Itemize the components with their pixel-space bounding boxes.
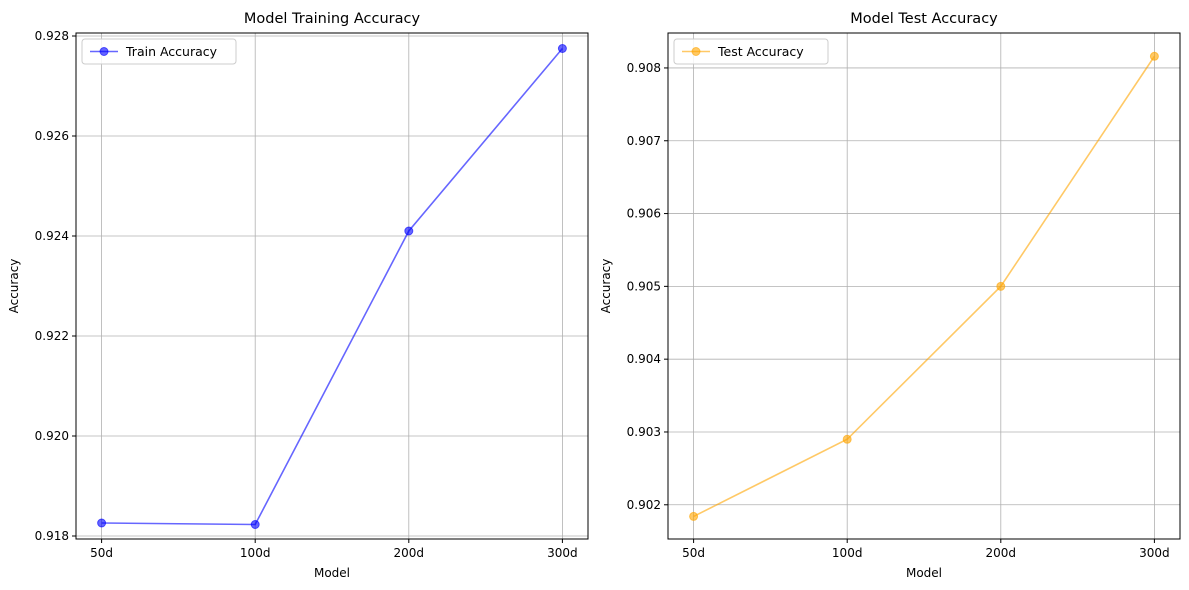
- x-tick-label: 300d: [547, 546, 578, 560]
- series-line: [101, 47, 564, 526]
- y-tick-label: 0.922: [35, 329, 69, 343]
- y-tick-label: 0.928: [35, 29, 69, 43]
- data-point: [842, 434, 852, 444]
- y-tick-label: 0.903: [627, 425, 661, 439]
- y-tick-label: 0.920: [35, 429, 69, 443]
- y-tick-label: 0.908: [627, 61, 661, 75]
- x-tick-label: 100d: [240, 546, 271, 560]
- x-tick-label: 50d: [90, 546, 113, 560]
- y-axis-label: Accuracy: [599, 259, 613, 314]
- y-tick-label: 0.906: [627, 207, 661, 221]
- x-tick-label: 200d: [986, 546, 1017, 560]
- y-tick-label: 0.904: [627, 352, 661, 366]
- data-point: [689, 511, 699, 521]
- y-tick-label: 0.902: [627, 498, 661, 512]
- legend-marker: [691, 47, 701, 56]
- chart-title: Model Training Accuracy: [244, 11, 421, 27]
- legend: Train Accuracy: [81, 38, 237, 65]
- data-point: [250, 520, 260, 529]
- data-point: [1149, 51, 1159, 61]
- legend-label: Train Accuracy: [125, 44, 218, 59]
- data-point: [996, 281, 1006, 291]
- legend: Test Accuracy: [673, 38, 829, 65]
- legend-box: [673, 38, 829, 65]
- data-point: [97, 518, 107, 528]
- x-tick-label: 50d: [682, 546, 705, 560]
- x-tick-label: 300d: [1139, 546, 1170, 560]
- chart-title: Model Test Accuracy: [850, 11, 998, 27]
- y-tick-label: 0.918: [35, 529, 69, 543]
- legend-marker: [99, 47, 109, 56]
- series-line: [693, 55, 1156, 518]
- chart-panel-1: 50d 100d 200d 300d 0.918 0.920 0.922 0.924 0.926…: [7, 11, 589, 580]
- legend-label: Test Accuracy: [717, 44, 804, 59]
- chart-panel-2: 50d 100d 200d 300d 0.902 0.903 0.904 0.905 0.906…: [599, 11, 1181, 580]
- data-point: [404, 226, 414, 236]
- y-tick-label: 0.924: [35, 229, 69, 243]
- x-axis-label: Model: [906, 566, 942, 580]
- y-tick-label: 0.905: [627, 279, 661, 293]
- plot-frame: [75, 32, 589, 540]
- data-point: [557, 44, 567, 53]
- y-tick-label: 0.926: [35, 129, 69, 143]
- x-tick-label: 100d: [832, 546, 863, 560]
- y-axis-label: Accuracy: [7, 259, 21, 314]
- x-axis-label: Model: [314, 566, 350, 580]
- x-tick-label: 200d: [394, 546, 425, 560]
- y-tick-label: 0.907: [627, 134, 661, 148]
- legend-box: [81, 38, 237, 65]
